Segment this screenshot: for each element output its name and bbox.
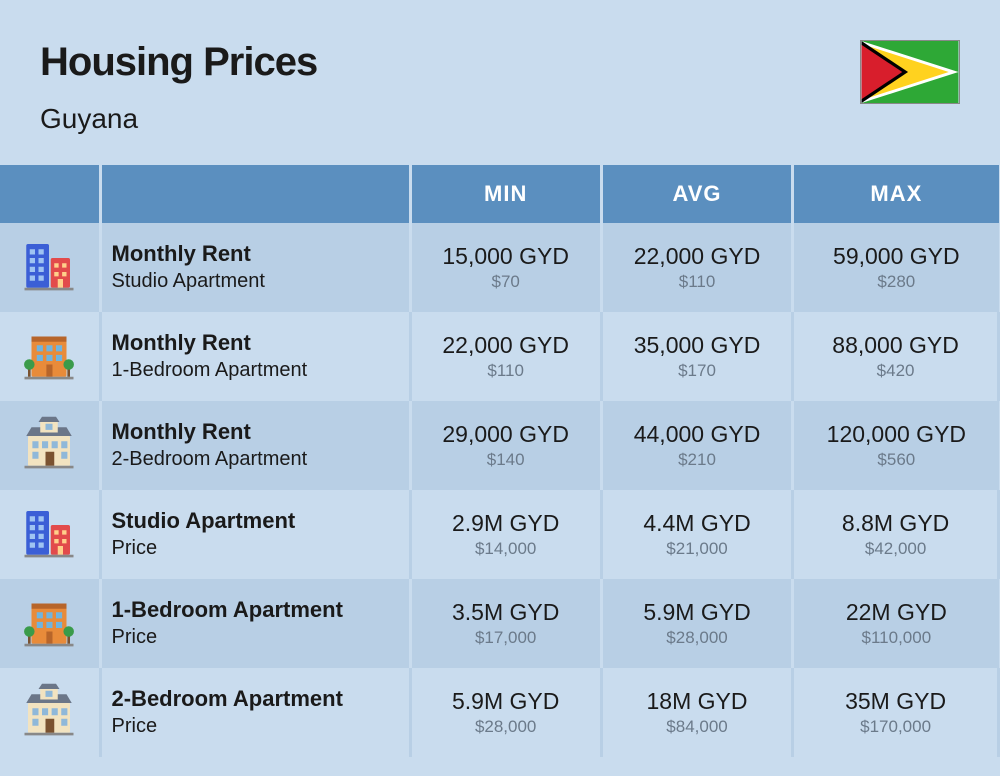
header-blank-icon bbox=[0, 165, 100, 223]
value-local: 29,000 GYD bbox=[422, 421, 590, 448]
twobr-building-icon bbox=[0, 401, 100, 490]
value-local: 15,000 GYD bbox=[422, 243, 590, 270]
twobr-building-icon bbox=[0, 668, 100, 757]
value-local: 22,000 GYD bbox=[613, 243, 781, 270]
value-local: 59,000 GYD bbox=[804, 243, 988, 270]
row-label: Monthly Rent2-Bedroom Apartment bbox=[100, 401, 410, 490]
cell-max: 35M GYD$170,000 bbox=[793, 668, 999, 757]
cell-avg: 5.9M GYD$28,000 bbox=[601, 579, 792, 668]
row-title: Monthly Rent bbox=[112, 241, 399, 267]
row-title: Monthly Rent bbox=[112, 419, 399, 445]
header-min: MIN bbox=[410, 165, 601, 223]
cell-max: 59,000 GYD$280 bbox=[793, 223, 999, 312]
value-local: 5.9M GYD bbox=[422, 688, 590, 715]
row-title: 1-Bedroom Apartment bbox=[112, 597, 399, 623]
value-local: 22,000 GYD bbox=[422, 332, 590, 359]
row-title: 2-Bedroom Apartment bbox=[112, 686, 399, 712]
value-usd: $28,000 bbox=[422, 717, 590, 737]
value-usd: $280 bbox=[804, 272, 988, 292]
cell-max: 8.8M GYD$42,000 bbox=[793, 490, 999, 579]
value-local: 22M GYD bbox=[804, 599, 988, 626]
table-row: Monthly RentStudio Apartment15,000 GYD$7… bbox=[0, 223, 999, 312]
cell-min: 3.5M GYD$17,000 bbox=[410, 579, 601, 668]
row-label: 2-Bedroom ApartmentPrice bbox=[100, 668, 410, 757]
value-usd: $17,000 bbox=[422, 628, 590, 648]
table-row: Monthly Rent2-Bedroom Apartment29,000 GY… bbox=[0, 401, 999, 490]
cell-max: 22M GYD$110,000 bbox=[793, 579, 999, 668]
cell-min: 22,000 GYD$110 bbox=[410, 312, 601, 401]
value-usd: $28,000 bbox=[613, 628, 781, 648]
value-usd: $560 bbox=[804, 450, 988, 470]
header-text: Housing Prices Guyana bbox=[40, 40, 317, 135]
header: Housing Prices Guyana bbox=[0, 0, 1000, 165]
row-subtitle: Studio Apartment bbox=[112, 268, 399, 294]
page-title: Housing Prices bbox=[40, 40, 317, 85]
studio-building-icon bbox=[0, 223, 100, 312]
page-subtitle: Guyana bbox=[40, 103, 317, 135]
value-local: 88,000 GYD bbox=[804, 332, 987, 359]
value-usd: $42,000 bbox=[804, 539, 987, 559]
row-subtitle: 2-Bedroom Apartment bbox=[112, 446, 399, 472]
table-header-row: MIN AVG MAX bbox=[0, 165, 999, 223]
row-label: Monthly RentStudio Apartment bbox=[100, 223, 410, 312]
header-avg: AVG bbox=[601, 165, 792, 223]
cell-min: 2.9M GYD$14,000 bbox=[410, 490, 601, 579]
value-usd: $170,000 bbox=[804, 717, 987, 737]
cell-max: 120,000 GYD$560 bbox=[793, 401, 999, 490]
cell-avg: 22,000 GYD$110 bbox=[601, 223, 792, 312]
row-title: Studio Apartment bbox=[112, 508, 399, 534]
value-usd: $70 bbox=[422, 272, 590, 292]
cell-avg: 18M GYD$84,000 bbox=[601, 668, 792, 757]
header-max: MAX bbox=[793, 165, 999, 223]
cell-min: 5.9M GYD$28,000 bbox=[410, 668, 601, 757]
studio-building-icon bbox=[0, 490, 100, 579]
cell-min: 15,000 GYD$70 bbox=[410, 223, 601, 312]
value-usd: $21,000 bbox=[613, 539, 781, 559]
row-subtitle: 1-Bedroom Apartment bbox=[112, 357, 399, 383]
housing-prices-table: MIN AVG MAX Monthly RentStudio Apartment… bbox=[0, 165, 1000, 757]
value-local: 2.9M GYD bbox=[422, 510, 590, 537]
row-label: 1-Bedroom ApartmentPrice bbox=[100, 579, 410, 668]
onebr-building-icon bbox=[0, 579, 100, 668]
table-row: Monthly Rent1-Bedroom Apartment22,000 GY… bbox=[0, 312, 999, 401]
row-subtitle: Price bbox=[112, 713, 399, 739]
cell-max: 88,000 GYD$420 bbox=[793, 312, 999, 401]
row-label: Studio ApartmentPrice bbox=[100, 490, 410, 579]
value-local: 120,000 GYD bbox=[804, 421, 988, 448]
value-usd: $14,000 bbox=[422, 539, 590, 559]
value-usd: $140 bbox=[422, 450, 590, 470]
header-blank-label bbox=[100, 165, 410, 223]
value-usd: $420 bbox=[804, 361, 987, 381]
row-title: Monthly Rent bbox=[112, 330, 399, 356]
row-label: Monthly Rent1-Bedroom Apartment bbox=[100, 312, 410, 401]
row-subtitle: Price bbox=[112, 535, 399, 561]
value-usd: $210 bbox=[613, 450, 781, 470]
value-usd: $110 bbox=[422, 361, 590, 381]
value-local: 44,000 GYD bbox=[613, 421, 781, 448]
value-local: 18M GYD bbox=[613, 688, 781, 715]
value-local: 4.4M GYD bbox=[613, 510, 781, 537]
value-local: 35,000 GYD bbox=[613, 332, 781, 359]
row-subtitle: Price bbox=[112, 624, 399, 650]
value-usd: $110,000 bbox=[804, 628, 988, 648]
value-local: 5.9M GYD bbox=[613, 599, 781, 626]
table-row: 1-Bedroom ApartmentPrice3.5M GYD$17,0005… bbox=[0, 579, 999, 668]
cell-avg: 44,000 GYD$210 bbox=[601, 401, 792, 490]
value-usd: $84,000 bbox=[613, 717, 781, 737]
guyana-flag-icon bbox=[860, 40, 960, 104]
value-local: 8.8M GYD bbox=[804, 510, 987, 537]
cell-min: 29,000 GYD$140 bbox=[410, 401, 601, 490]
value-usd: $170 bbox=[613, 361, 781, 381]
value-local: 3.5M GYD bbox=[422, 599, 590, 626]
onebr-building-icon bbox=[0, 312, 100, 401]
value-local: 35M GYD bbox=[804, 688, 987, 715]
table-row: Studio ApartmentPrice2.9M GYD$14,0004.4M… bbox=[0, 490, 999, 579]
value-usd: $110 bbox=[613, 272, 781, 292]
cell-avg: 4.4M GYD$21,000 bbox=[601, 490, 792, 579]
cell-avg: 35,000 GYD$170 bbox=[601, 312, 792, 401]
table-row: 2-Bedroom ApartmentPrice5.9M GYD$28,0001… bbox=[0, 668, 999, 757]
